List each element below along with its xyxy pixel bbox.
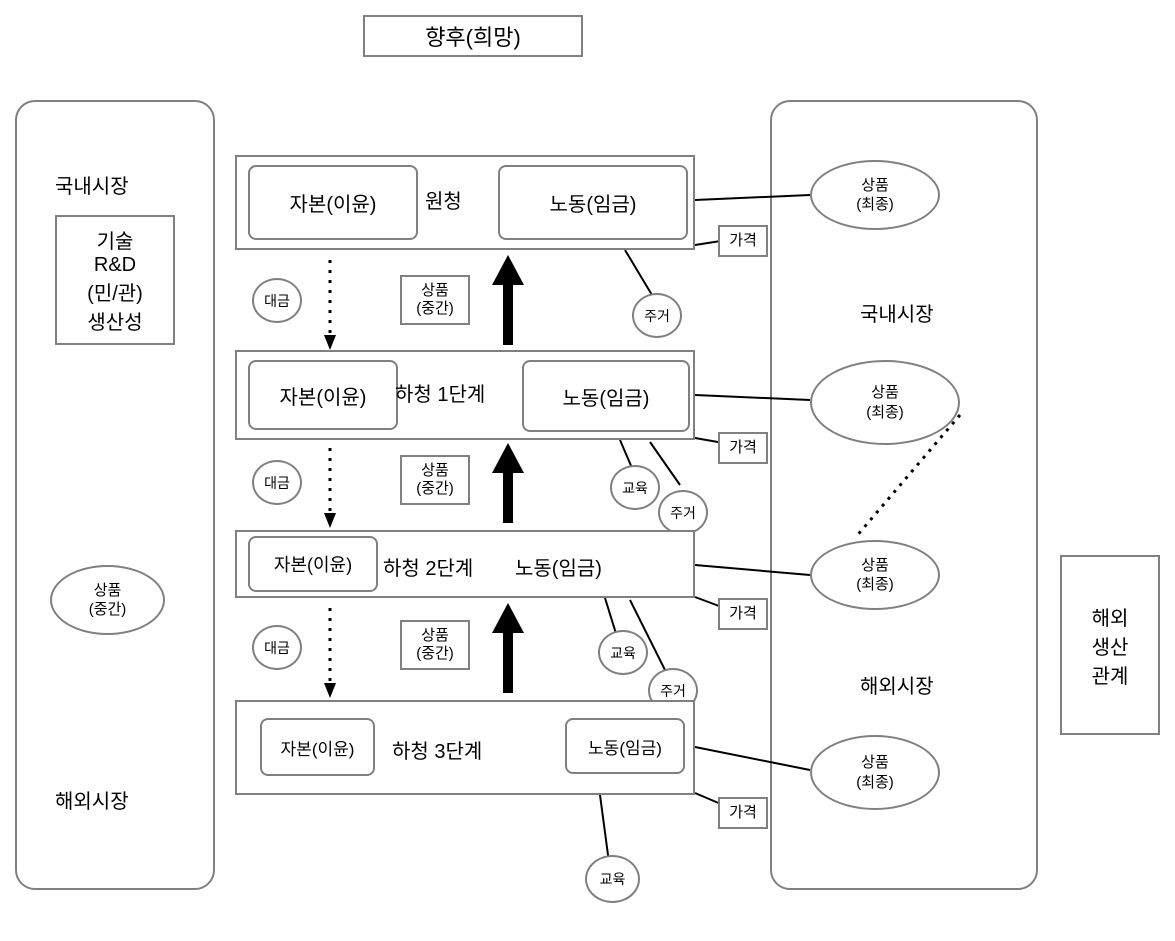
- stage3-education-circle: 교육: [598, 630, 648, 675]
- stage1-price-text: 가격: [729, 232, 757, 250]
- stage1-housing-circle: 주거: [632, 293, 682, 338]
- stage1-labor: 노동(임금): [498, 165, 688, 240]
- stage1-intermediate-text: 상품 (중간): [416, 282, 454, 318]
- stage2-housing-circle: 주거: [658, 490, 708, 535]
- stage4-education-text: 교육: [600, 869, 626, 889]
- title-box: 향후(희망): [363, 15, 583, 57]
- stage4-education-circle: 교육: [585, 855, 640, 903]
- stage4-capital-text: 자본(이윤): [281, 735, 355, 760]
- stage2-education-circle: 교육: [610, 465, 660, 510]
- right-final-text-3: 상품 (최종): [856, 556, 894, 595]
- stage4-price: 가격: [718, 797, 768, 829]
- right-final-ellipse-2: 상품 (최종): [810, 360, 960, 445]
- stage1-capital: 자본(이윤): [248, 165, 418, 240]
- stage2-label: 하청 1단계: [395, 378, 485, 407]
- left-intermediate-ellipse: 상품 (중간): [50, 565, 165, 635]
- stage1-intermediate-box: 상품 (중간): [400, 275, 470, 325]
- stage1-payment-circle: 대금: [252, 278, 302, 323]
- stage2-labor-text: 노동(임금): [563, 382, 650, 411]
- stage2-capital: 자본(이윤): [248, 360, 398, 430]
- stage3-price-text: 가격: [729, 605, 757, 623]
- title-text: 향후(희망): [425, 20, 521, 52]
- stage3-payment-text: 대금: [264, 638, 290, 658]
- right-final-ellipse-3: 상품 (최종): [810, 540, 940, 610]
- stage1-labor-text: 노동(임금): [550, 188, 637, 217]
- left-intermediate-text: 상품 (중간): [89, 581, 127, 620]
- stage2-price: 가격: [718, 432, 768, 464]
- stage2-intermediate-text: 상품 (중간): [416, 462, 454, 498]
- stage3-education-text: 교육: [610, 643, 636, 663]
- left-overseas-label: 해외시장: [55, 785, 129, 814]
- stage3-intermediate-text: 상품 (중간): [416, 627, 454, 663]
- far-right-box: 해외 생산 관계: [1060, 555, 1160, 735]
- right-final-text-1: 상품 (최종): [856, 176, 894, 215]
- stage2-education-text: 교육: [622, 478, 648, 498]
- stage2-housing-text: 주거: [670, 503, 696, 523]
- stage2-payment-text: 대금: [264, 473, 290, 493]
- stage3-labor-text-inline: 노동(임금): [515, 552, 602, 581]
- stage2-payment-circle: 대금: [252, 460, 302, 505]
- right-final-ellipse-4: 상품 (최종): [810, 735, 940, 810]
- right-final-text-4: 상품 (최종): [856, 753, 894, 792]
- stage4-labor: 노동(임금): [565, 718, 685, 774]
- left-rd-text: 기술 R&D (민/관) 생산성: [87, 225, 143, 335]
- stage3-capital: 자본(이윤): [248, 536, 378, 592]
- stage2-price-text: 가격: [729, 439, 757, 457]
- stage1-housing-text: 주거: [644, 306, 670, 326]
- stage3-label: 하청 2단계: [383, 552, 473, 581]
- left-rd-box: 기술 R&D (민/관) 생산성: [55, 215, 175, 345]
- stage1-price: 가격: [718, 225, 768, 257]
- stage1-label: 원청: [425, 185, 462, 214]
- stage3-price: 가격: [718, 598, 768, 630]
- right-final-ellipse-1: 상품 (최종): [810, 160, 940, 230]
- stage3-payment-circle: 대금: [252, 625, 302, 670]
- right-domestic-label: 국내시장: [860, 298, 934, 327]
- stage3-capital-text: 자본(이윤): [274, 551, 352, 577]
- stage1-payment-text: 대금: [264, 291, 290, 311]
- far-right-text: 해외 생산 관계: [1092, 602, 1129, 689]
- stage3-intermediate-box: 상품 (중간): [400, 620, 470, 670]
- right-final-text-2: 상품 (최종): [866, 383, 904, 422]
- right-overseas-label: 해외시장: [860, 670, 934, 699]
- stage3-housing-text: 주거: [660, 681, 686, 701]
- stage4-label: 하청 3단계: [392, 735, 482, 764]
- stage2-capital-text: 자본(이윤): [280, 381, 367, 410]
- stage4-labor-text: 노동(임금): [588, 734, 662, 759]
- stage4-capital: 자본(이윤): [260, 718, 375, 776]
- stage2-labor: 노동(임금): [522, 360, 690, 432]
- stage2-intermediate-box: 상품 (중간): [400, 455, 470, 505]
- stage1-capital-text: 자본(이윤): [290, 188, 377, 217]
- left-domestic-label: 국내시장: [55, 170, 129, 199]
- stage4-price-text: 가격: [729, 804, 757, 822]
